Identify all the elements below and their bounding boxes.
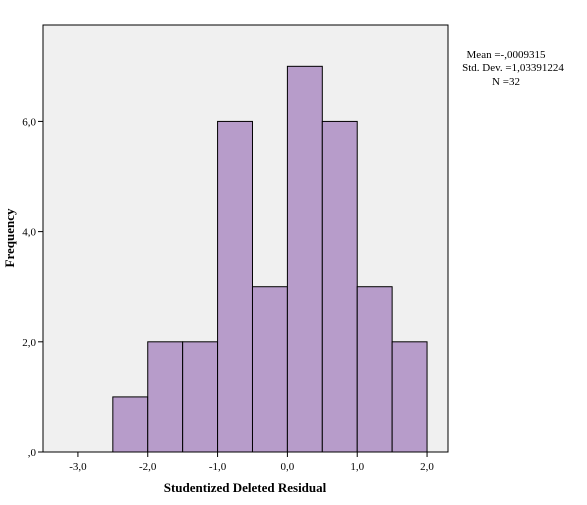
histogram-bar-1 [147,341,184,453]
x-tick-label-4: 1,0 [350,461,364,473]
y-tick-label-3: 6,0 [22,116,36,128]
histogram-bar-4 [251,286,288,453]
x-tick-label-0: -3,0 [69,461,87,473]
stats-box: Mean =-,0009315 Std. Dev. =1,03391224 N … [462,49,564,88]
x-tick-label-3: 0,0 [281,461,295,473]
stats-std-dev: Std. Dev. =1,03391224 [462,62,564,74]
stats-n: N =32 [492,76,520,88]
y-tick-label-0: ,0 [28,447,37,459]
stats-mean: Mean =-,0009315 [467,49,546,61]
y-tick-label-1: 2,0 [22,337,36,349]
histogram-bar-5 [286,65,323,453]
y-tick-label-2: 4,0 [22,227,36,239]
histogram-bar-8 [391,341,428,453]
x-tick-label-2: -1,0 [209,461,227,473]
histogram-bar-7 [356,286,393,453]
y-axis-title: Frequency [2,208,17,267]
histogram-bar-2 [182,341,219,453]
x-axis-title: Studentized Deleted Residual [164,480,327,495]
histogram-bar-6 [321,120,358,453]
histogram-bar-0 [112,396,149,453]
histogram-bar-3 [217,120,253,453]
x-tick-label-1: -2,0 [139,461,157,473]
x-tick-label-5: 2,0 [420,461,434,473]
